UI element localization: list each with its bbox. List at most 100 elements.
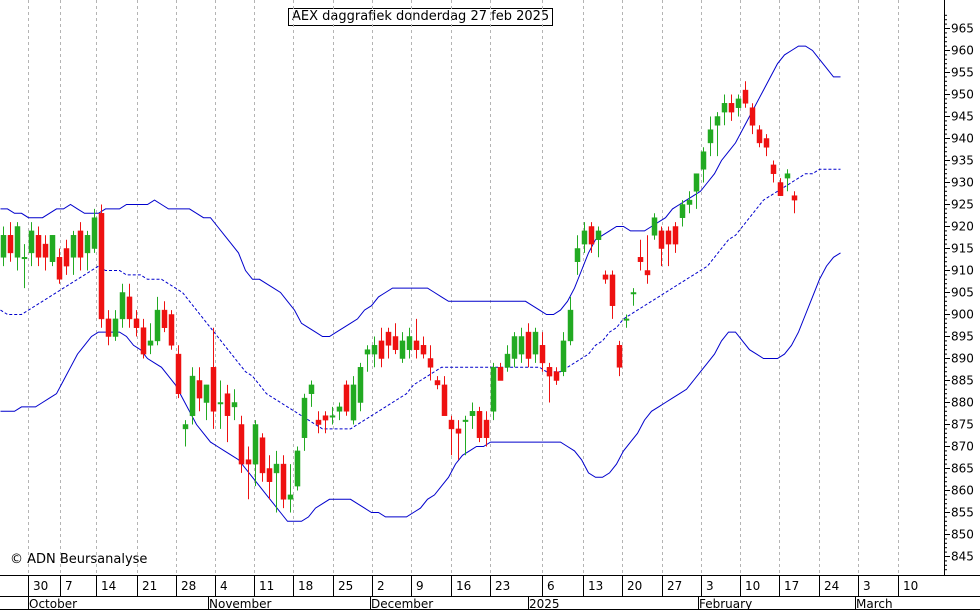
candle-body xyxy=(658,230,665,249)
candle-body xyxy=(616,345,623,368)
candle-body xyxy=(182,424,189,430)
x-month-label: October xyxy=(29,597,77,610)
candle-body xyxy=(427,358,434,368)
candle-body xyxy=(14,226,21,258)
candle-body xyxy=(595,230,602,240)
candle-body xyxy=(581,230,588,245)
x-day-label: 10 xyxy=(903,579,918,593)
y-tick-label: 910 xyxy=(951,264,974,278)
x-day-label: 13 xyxy=(588,579,603,593)
candle-body xyxy=(693,173,700,192)
x-day-label: 24 xyxy=(824,579,839,593)
candle-body xyxy=(441,384,448,416)
candle-body xyxy=(539,345,546,364)
bollinger-upper-line xyxy=(0,45,841,337)
candle-body xyxy=(21,257,28,260)
y-tick-label: 950 xyxy=(951,88,974,102)
candle-body xyxy=(525,331,532,359)
candle-body xyxy=(588,226,595,245)
y-tick-label: 930 xyxy=(951,176,974,190)
candle-body xyxy=(399,340,406,359)
candle-body xyxy=(672,226,679,245)
candle-body xyxy=(357,367,364,403)
candle-body xyxy=(714,116,721,126)
y-tick-label: 865 xyxy=(951,462,974,476)
candle-body xyxy=(651,217,658,236)
candle-body xyxy=(749,107,756,126)
candle-body xyxy=(301,397,308,438)
candle-body xyxy=(777,182,784,196)
y-tick-label: 965 xyxy=(951,22,974,36)
x-day-label: 10 xyxy=(745,579,760,593)
x-month-label: 2025 xyxy=(529,597,560,610)
candle-body xyxy=(476,411,483,438)
y-tick-label: 915 xyxy=(951,242,974,256)
y-tick-label: 920 xyxy=(951,220,974,234)
candle-body xyxy=(770,164,777,174)
x-day-label: 17 xyxy=(784,579,799,593)
candle-body xyxy=(77,230,84,258)
candle-body xyxy=(112,318,119,337)
candle-body xyxy=(700,151,707,170)
candle-body xyxy=(623,318,630,321)
y-tick-label: 925 xyxy=(951,198,974,212)
candle-body xyxy=(231,402,238,408)
candle-body xyxy=(161,309,168,328)
candle-body xyxy=(147,340,154,346)
bollinger-middle-line xyxy=(0,168,841,430)
candle-body xyxy=(154,309,161,342)
candle-body xyxy=(518,336,525,355)
candle-body xyxy=(385,331,392,346)
x-day-label: 25 xyxy=(338,579,353,593)
candle-body xyxy=(602,274,609,280)
bollinger-lower-line xyxy=(0,252,841,522)
candle-body xyxy=(35,235,42,258)
candle-body xyxy=(791,195,798,201)
candle-body xyxy=(490,367,497,412)
candle-body xyxy=(364,349,371,355)
x-day-label: 21 xyxy=(142,579,157,593)
candle-body xyxy=(287,494,294,500)
x-month-label: November xyxy=(209,597,271,610)
candle-body xyxy=(532,331,539,355)
y-tick-label: 960 xyxy=(951,44,974,58)
candle-body xyxy=(98,213,105,320)
x-day-label: 6 xyxy=(547,579,555,593)
candle-body xyxy=(329,415,336,418)
candle-body xyxy=(511,336,518,359)
candle-body xyxy=(420,345,427,355)
candle-body xyxy=(504,353,511,368)
candle-body xyxy=(336,406,343,412)
x-day-label: 28 xyxy=(181,579,196,593)
x-day-label: 7 xyxy=(65,579,73,593)
y-tick-label: 940 xyxy=(951,132,974,146)
candle-body xyxy=(553,371,560,381)
candle-body xyxy=(49,235,56,262)
candle-body xyxy=(609,274,616,306)
x-month-label: February xyxy=(699,597,752,610)
candle-body xyxy=(84,235,91,254)
x-day-label: 30 xyxy=(33,579,48,593)
candle-body xyxy=(56,257,63,280)
candle-body xyxy=(210,367,217,412)
candle-body xyxy=(224,393,231,416)
candle-body xyxy=(721,103,728,113)
candle-body xyxy=(70,235,77,258)
candle-body xyxy=(756,129,763,144)
candle-body xyxy=(406,336,413,350)
x-day-label: 14 xyxy=(101,579,116,593)
candle-body xyxy=(735,98,742,108)
y-tick-label: 870 xyxy=(951,440,974,454)
candle-body xyxy=(315,419,322,425)
candle-body xyxy=(560,340,567,372)
candle-body xyxy=(378,340,385,359)
y-tick-label: 945 xyxy=(951,110,974,124)
candle-body xyxy=(483,419,490,438)
candle-body xyxy=(763,138,770,148)
x-day-label: 9 xyxy=(416,579,424,593)
candle-body xyxy=(140,327,147,355)
x-day-label: 3 xyxy=(706,579,714,593)
candle-body xyxy=(126,296,133,320)
candle-body xyxy=(266,468,273,482)
